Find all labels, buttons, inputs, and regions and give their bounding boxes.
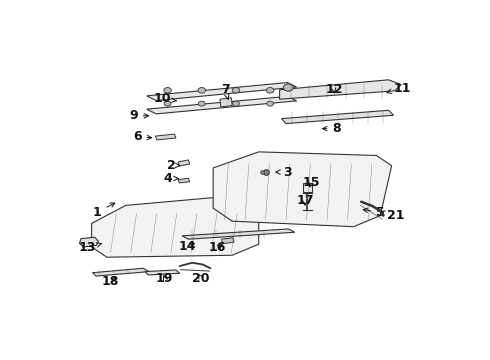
Polygon shape [178, 178, 190, 183]
Polygon shape [155, 134, 176, 140]
Text: 11: 11 [387, 82, 411, 95]
Polygon shape [280, 80, 401, 99]
Text: 6: 6 [133, 130, 151, 143]
Circle shape [267, 87, 274, 93]
Text: 10: 10 [153, 92, 176, 105]
Text: 18: 18 [101, 275, 119, 288]
Circle shape [232, 87, 240, 93]
Text: 1: 1 [93, 203, 115, 219]
Text: 14: 14 [178, 240, 196, 253]
Text: 12: 12 [325, 83, 343, 96]
Circle shape [198, 101, 205, 106]
Polygon shape [145, 270, 180, 275]
Polygon shape [220, 98, 232, 107]
Circle shape [198, 87, 206, 93]
Text: 8: 8 [322, 122, 341, 135]
Text: 17: 17 [296, 194, 314, 207]
Polygon shape [92, 194, 259, 257]
Polygon shape [178, 160, 190, 166]
Text: 20: 20 [192, 272, 210, 285]
Polygon shape [147, 82, 297, 100]
Polygon shape [281, 110, 393, 123]
Text: 15: 15 [302, 176, 320, 189]
Polygon shape [182, 229, 295, 239]
Text: 19: 19 [156, 272, 173, 285]
Text: 9: 9 [129, 109, 148, 122]
Circle shape [267, 101, 273, 106]
Circle shape [233, 101, 239, 106]
Text: 7: 7 [221, 83, 230, 99]
Polygon shape [221, 238, 234, 244]
Text: 3: 3 [276, 166, 292, 179]
Polygon shape [213, 152, 392, 227]
Text: 21: 21 [381, 209, 405, 222]
Text: 2: 2 [167, 159, 180, 172]
Text: 5: 5 [363, 206, 385, 219]
Polygon shape [147, 96, 297, 114]
Circle shape [164, 101, 171, 106]
Polygon shape [79, 237, 98, 247]
Polygon shape [93, 268, 149, 276]
Circle shape [164, 87, 171, 93]
Text: 16: 16 [209, 241, 226, 254]
Bar [303, 184, 312, 192]
Text: 13: 13 [78, 241, 101, 254]
Text: 4: 4 [163, 172, 178, 185]
Circle shape [283, 84, 294, 91]
